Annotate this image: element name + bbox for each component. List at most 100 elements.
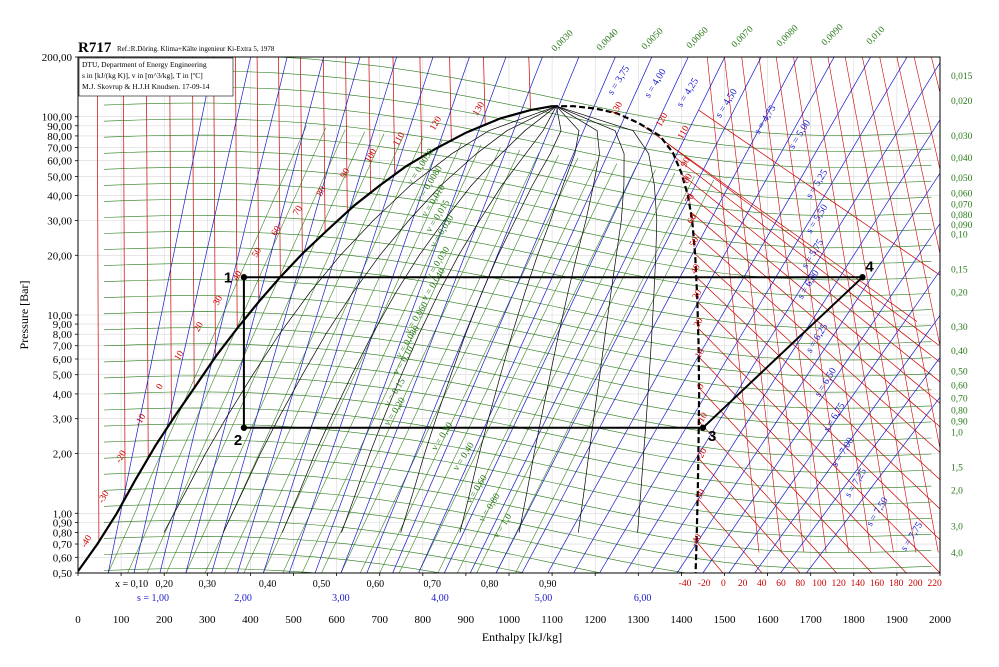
chart-title: R717 bbox=[78, 40, 112, 56]
y-tick-label: 6,00 bbox=[53, 354, 73, 366]
y-tick-label: 0,60 bbox=[53, 552, 73, 564]
quality-line bbox=[163, 105, 557, 533]
isochore-line bbox=[282, 144, 482, 573]
temperature-axis-label: 200 bbox=[908, 579, 923, 589]
isotherm-label: 0 bbox=[155, 382, 166, 391]
quality-line bbox=[281, 105, 557, 533]
isochore-line bbox=[103, 439, 932, 521]
isochore-line bbox=[418, 163, 618, 573]
temperature-axis-label: 80 bbox=[795, 579, 805, 589]
isochore-label: 2,0 bbox=[951, 487, 963, 497]
y-tick-label: 90,00 bbox=[47, 121, 72, 133]
isochore-line bbox=[398, 160, 598, 573]
isochore-label: 0,60 bbox=[951, 382, 968, 392]
isotherm-line bbox=[96, 57, 100, 542]
isotherm-line bbox=[123, 57, 126, 499]
y-tick-label: 9,00 bbox=[53, 319, 73, 331]
temperature-axis-label: 0 bbox=[721, 579, 726, 589]
isentrope-line bbox=[676, 172, 940, 573]
isotherm-line bbox=[692, 231, 940, 453]
quality-axis-label: 0,40 bbox=[259, 579, 277, 590]
x-tick-label: 1300 bbox=[627, 614, 650, 626]
isentrope-line bbox=[469, 57, 726, 573]
isotherm-line bbox=[213, 57, 216, 357]
isotherm-line bbox=[862, 57, 940, 450]
x-tick-label: 1600 bbox=[757, 614, 780, 626]
x-axis: 0 100 200 300 400 500 600 700 800 900 1000 1100 1200… bbox=[75, 573, 952, 626]
quality-line bbox=[400, 106, 562, 533]
isentrope-line bbox=[547, 57, 835, 573]
isentrope-line bbox=[728, 270, 940, 573]
isotherm-line bbox=[707, 57, 760, 553]
isochore-line bbox=[103, 455, 932, 537]
x-tick-label: 400 bbox=[242, 614, 259, 626]
isochore-line bbox=[103, 134, 932, 217]
x-tick-label: 900 bbox=[458, 614, 475, 626]
temperature-axis-label: 60 bbox=[776, 579, 786, 589]
info-line: M.J. Skovrup & H.J.H Knudsen. 17-09-14 bbox=[82, 82, 210, 91]
temperature-axis-label: 40 bbox=[757, 579, 767, 589]
isochore-label: 0,050 bbox=[951, 174, 973, 184]
isotherm-line bbox=[419, 57, 423, 158]
isochore-line bbox=[476, 172, 676, 573]
isochore-line bbox=[379, 157, 579, 573]
isochore-line bbox=[103, 102, 932, 184]
quality-axis-label: 0,60 bbox=[367, 579, 385, 590]
isochore-line bbox=[360, 154, 559, 573]
isochore-line bbox=[103, 311, 932, 393]
isotherm-line bbox=[392, 57, 396, 175]
temperature-axis-label: 160 bbox=[870, 579, 885, 589]
isotherm-line bbox=[758, 57, 827, 553]
info-line: s in [kJ/(kg K)], v in [m^3/kg], T in [º… bbox=[82, 71, 203, 80]
info-box: DTU, Department of Energy Engineering s … bbox=[78, 57, 234, 97]
cycle-point bbox=[699, 424, 707, 431]
isotherm-label: 10 bbox=[173, 349, 187, 362]
y-axis: 200,00 100,0090,0080,0070,00 60,00 50,00 40,… bbox=[42, 52, 78, 580]
cycle-compression-line bbox=[702, 276, 864, 429]
y-tick-label: 20,00 bbox=[47, 250, 72, 262]
temperature-axis-label: 100 bbox=[812, 579, 827, 589]
isotherm-line bbox=[844, 57, 939, 553]
x-tick-label: 100 bbox=[113, 614, 130, 626]
isochore-label: 0,015 bbox=[951, 72, 973, 82]
isochore-label: 3,0 bbox=[951, 522, 963, 532]
isotherm-line bbox=[169, 57, 172, 422]
isochore-line bbox=[224, 137, 424, 573]
y-tick-label: 30,00 bbox=[47, 215, 72, 227]
isochore-line bbox=[301, 147, 501, 573]
isotherm-label: 80 bbox=[315, 185, 329, 198]
isochore-label: 0,15 bbox=[951, 265, 968, 275]
isentrope-line bbox=[314, 57, 507, 573]
isochore-label: 0,040 bbox=[951, 154, 973, 164]
quality-axis-label: 0,70 bbox=[424, 579, 442, 590]
isotherm-label: 70 bbox=[292, 204, 306, 217]
temperature-axis-label: 180 bbox=[889, 579, 904, 589]
isochore-line bbox=[340, 152, 540, 573]
cycle-point-label: 2 bbox=[234, 432, 242, 449]
y-tick-label: 40,00 bbox=[47, 191, 72, 203]
isentrope-line bbox=[521, 57, 799, 573]
isochore-line bbox=[103, 471, 932, 554]
isentrope-line bbox=[573, 57, 872, 573]
temperature-axis-label: 120 bbox=[831, 579, 846, 589]
cycle-point-label: 4 bbox=[865, 258, 874, 275]
y-tick-label: 0,90 bbox=[53, 517, 73, 529]
x-tick-label: 1800 bbox=[843, 614, 866, 626]
isochore-line bbox=[103, 279, 932, 361]
y-axis-label: Pressure [Bar] bbox=[17, 281, 31, 350]
isochore-line bbox=[127, 127, 327, 573]
isotherm-label: 90 bbox=[679, 156, 693, 169]
isotherm-label: 10 bbox=[694, 347, 708, 360]
isochore-line bbox=[103, 198, 932, 281]
isochore-label: 0,90 bbox=[951, 418, 968, 428]
isotherm-label: 20 bbox=[192, 320, 206, 333]
isentrope-line bbox=[780, 356, 940, 573]
isentrope-line bbox=[185, 57, 324, 573]
cycle: 1 4 3 2 bbox=[224, 258, 874, 449]
isochore-line bbox=[103, 295, 932, 377]
isochore-lines bbox=[103, 57, 932, 573]
entropy-axis-label: 2,00 bbox=[234, 593, 252, 604]
isotherm-line bbox=[810, 57, 894, 553]
cycle-point-label: 3 bbox=[708, 428, 716, 445]
x-tick-label: 200 bbox=[156, 614, 173, 626]
